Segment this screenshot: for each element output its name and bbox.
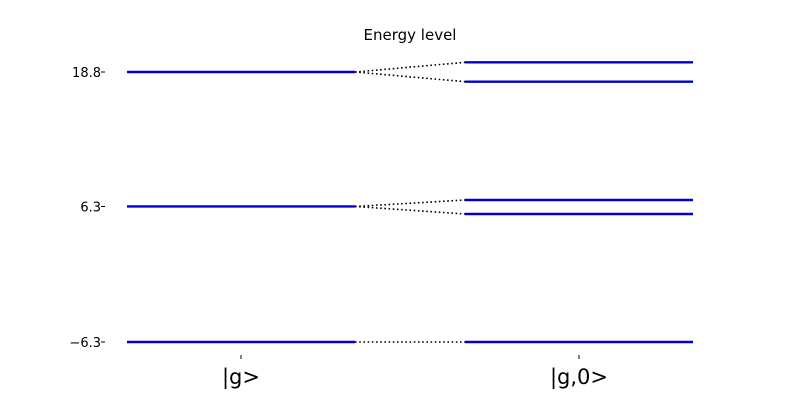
x-tick-label: |g> — [222, 365, 260, 390]
energy-levels — [127, 61, 693, 344]
level-connectors — [354, 61, 466, 343]
chart-title: Energy level — [364, 26, 457, 44]
level-connector — [354, 71, 466, 83]
y-tick-label: 6.3 — [80, 200, 101, 215]
level-connector — [354, 205, 466, 215]
y-tick-label: −6.3 — [69, 336, 101, 351]
level-connector — [354, 199, 466, 208]
x-tick-label: |g,0> — [550, 365, 608, 390]
y-tick-label: 18.8 — [72, 66, 101, 81]
level-connector — [354, 61, 466, 73]
y-axis-ticks: −6.3 6.3 18.8 — [69, 66, 105, 351]
x-axis-ticks: |g> |g,0> — [222, 355, 608, 390]
